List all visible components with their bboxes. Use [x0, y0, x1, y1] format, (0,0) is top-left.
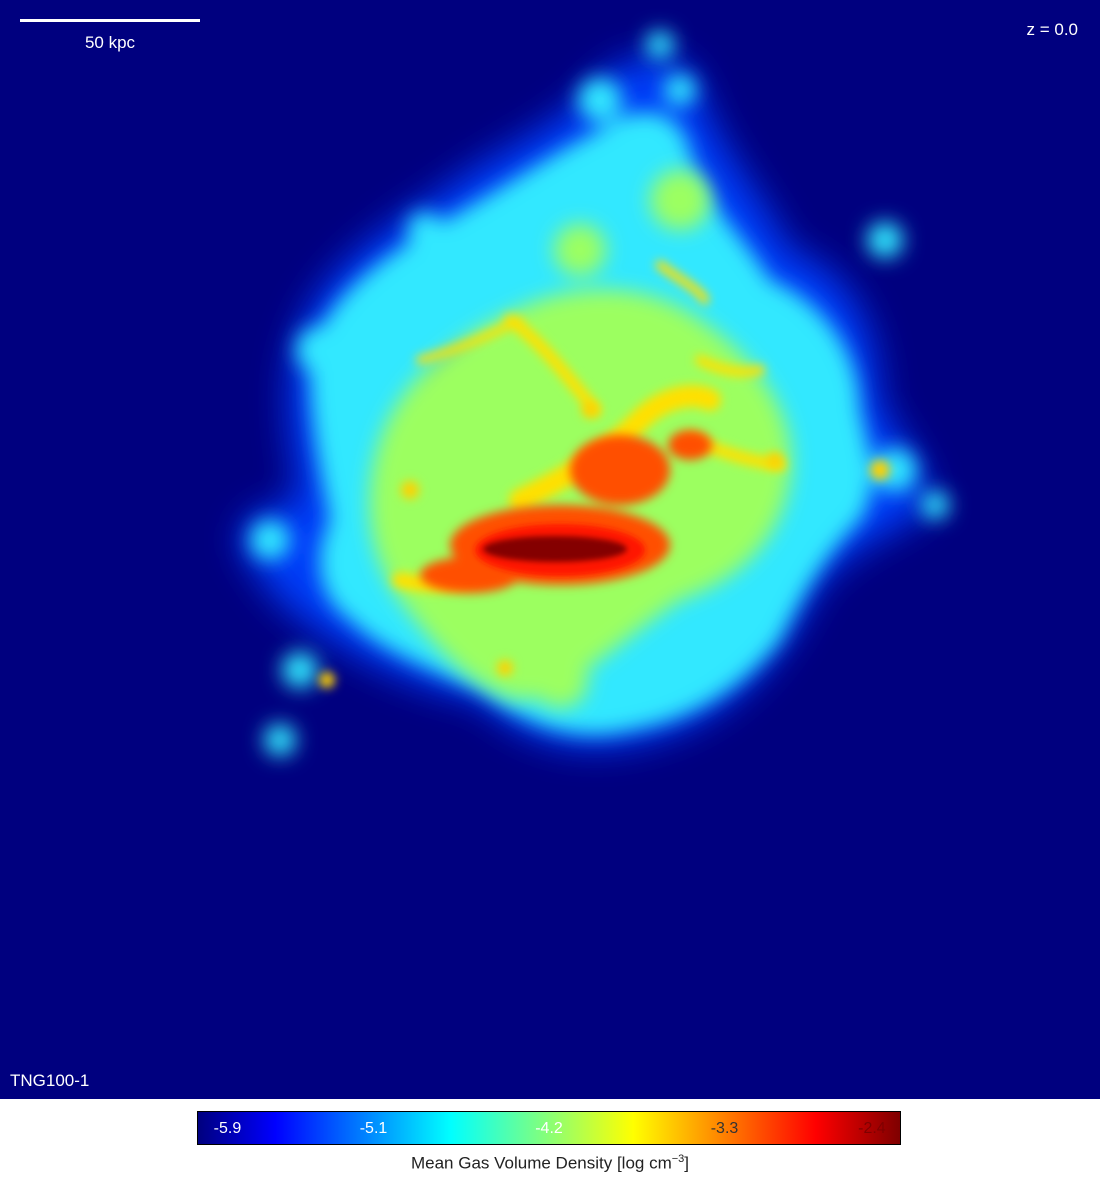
dense-core [483, 536, 627, 562]
scale-bar-label: 50 kpc [84, 33, 136, 52]
colorbar-tick-2: -5.1 [359, 1120, 388, 1137]
colorbar-title-suffix: ] [684, 1153, 690, 1173]
colorbar-tick-1: -5.9 [213, 1120, 242, 1137]
colorbar-gradient [198, 1112, 900, 1144]
colorbar-tick-4: -3.3 [710, 1120, 739, 1137]
scale-bar [20, 19, 200, 22]
colorbar-title-text: Mean Gas Volume Density [log cm [410, 1153, 672, 1173]
gas-density-map [240, 31, 949, 756]
colorbar-tick-5: -2.4 [858, 1120, 886, 1137]
colorbar-tick-3: -4.2 [535, 1120, 563, 1137]
colorbar-title: Mean Gas Volume Density [log cm−3] [0, 1153, 1100, 1174]
redshift-label: z = 0.0 [1026, 20, 1078, 39]
simulation-label: TNG100-1 [10, 1071, 90, 1090]
density-map-panel: 50 kpc z = 0.0 TNG100-1 [0, 0, 1100, 1099]
colorbar-title-exponent: −3 [671, 1153, 685, 1165]
yellow-clumps [319, 402, 890, 688]
colorbar: -5.9 -5.1 -4.2 -3.3 -2.4 [197, 1111, 901, 1145]
